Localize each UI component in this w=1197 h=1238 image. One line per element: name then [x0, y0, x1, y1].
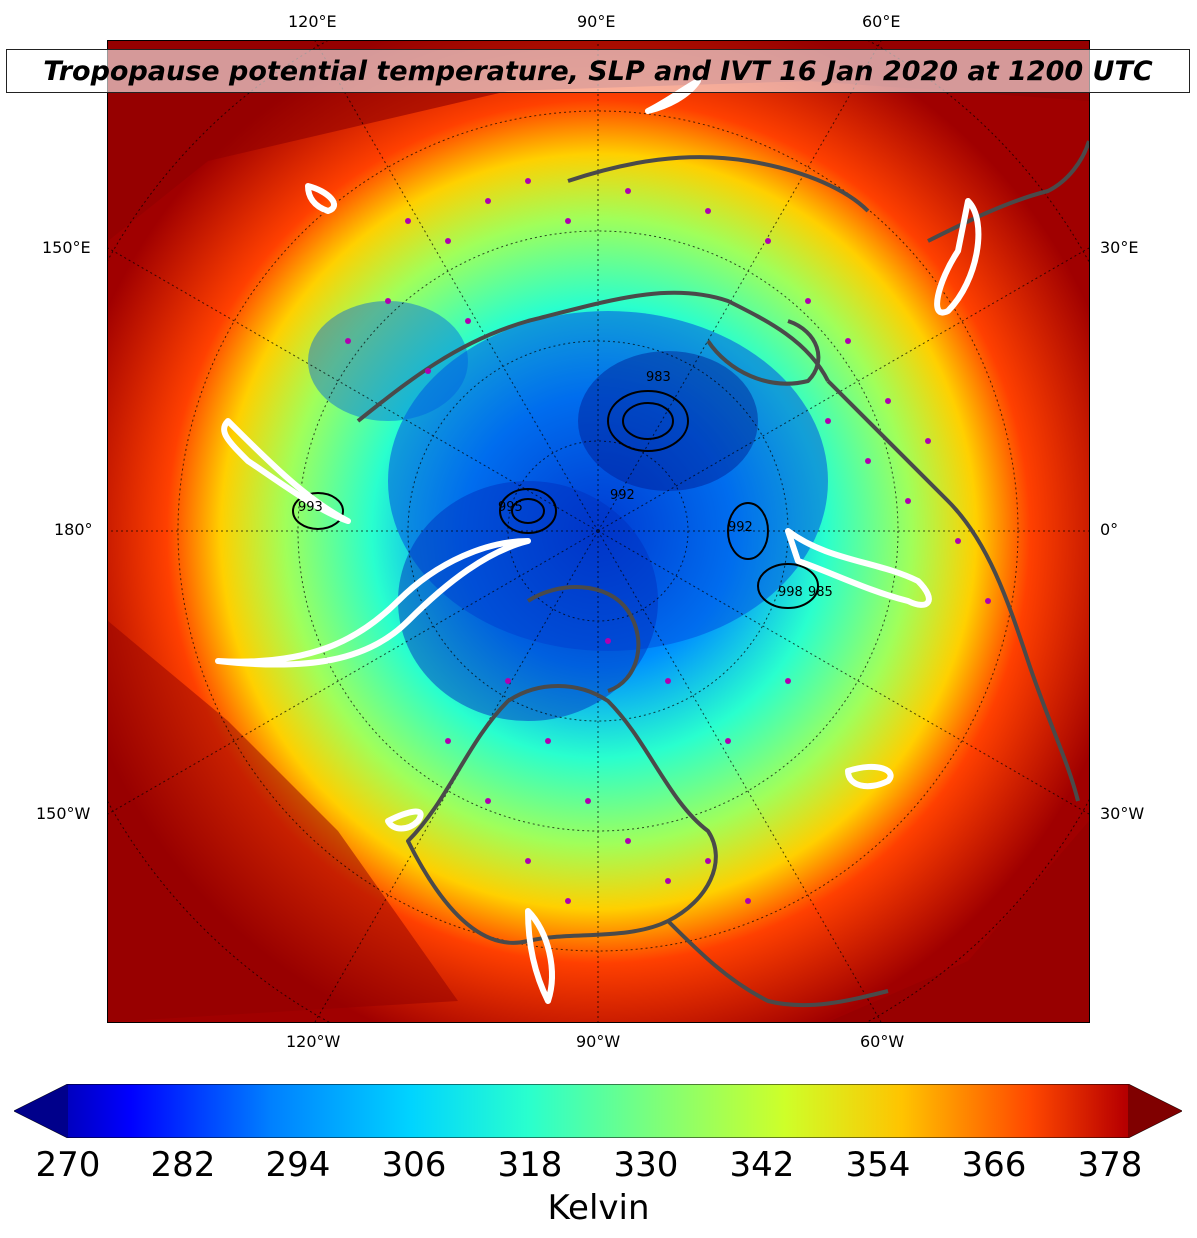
lon-label-bottom: 120°W [286, 1032, 341, 1051]
colorbar-tick: 378 [1077, 1145, 1143, 1185]
colorbar-tick: 330 [613, 1145, 679, 1185]
title-box: Tropopause potential temperature, SLP an… [6, 49, 1190, 93]
lon-label-right: 30°E [1100, 238, 1139, 257]
map-title: Tropopause potential temperature, SLP an… [43, 55, 1153, 87]
lon-label-top: 60°E [862, 12, 901, 31]
colorbar-gradient [14, 1084, 1182, 1138]
slp-contours [292, 390, 819, 609]
colorbar-min-extend [14, 1084, 68, 1138]
lon-label-bottom: 60°W [860, 1032, 905, 1051]
colorbar-tick: 270 [35, 1145, 101, 1185]
dark-red-region-sw [108, 621, 458, 1022]
slp-label: 998 [778, 585, 803, 600]
lon-label-left: 150°E [42, 238, 91, 257]
tropopause-theta-map: 983 992 995 992 993 998 985 [108, 41, 1089, 1022]
colorbar-max-extend [1128, 1084, 1182, 1138]
lon-label-top: 120°E [288, 12, 337, 31]
colorbar-tick: 318 [497, 1145, 563, 1185]
map-panel: 983 992 995 992 993 998 985 [107, 40, 1090, 1023]
lon-label-bottom: 90°W [576, 1032, 621, 1051]
cold-core-west [308, 301, 468, 421]
graticule [108, 41, 1089, 1022]
colorbar-tick: 282 [150, 1145, 216, 1185]
lon-label-left: 180° [54, 520, 93, 539]
lon-label-right: 0° [1100, 520, 1119, 539]
ivt-contours [215, 78, 982, 1004]
colorbar-label: Kelvin [547, 1188, 650, 1228]
slp-label: 985 [808, 585, 833, 600]
colorbar-tick: 342 [729, 1145, 795, 1185]
slp-labels: 983 992 995 992 993 998 985 [298, 370, 833, 600]
colorbar-tick: 366 [961, 1145, 1027, 1185]
lon-label-right: 30°W [1100, 804, 1145, 823]
lon-label-top: 90°E [577, 12, 616, 31]
slp-label: 995 [498, 500, 523, 515]
observation-markers [345, 178, 991, 904]
colorbar-tick: 294 [265, 1145, 331, 1185]
colorbar-tick: 354 [845, 1145, 911, 1185]
colorbar-tick: 306 [381, 1145, 447, 1185]
colorbar [14, 1084, 1182, 1138]
lon-label-left: 150°W [36, 804, 91, 823]
slp-label: 992 [728, 520, 753, 535]
cold-core-north [578, 351, 758, 491]
slp-label: 993 [298, 500, 323, 515]
slp-label: 983 [646, 370, 671, 385]
slp-label: 992 [610, 488, 635, 503]
dark-red-region-se [828, 821, 1089, 1022]
